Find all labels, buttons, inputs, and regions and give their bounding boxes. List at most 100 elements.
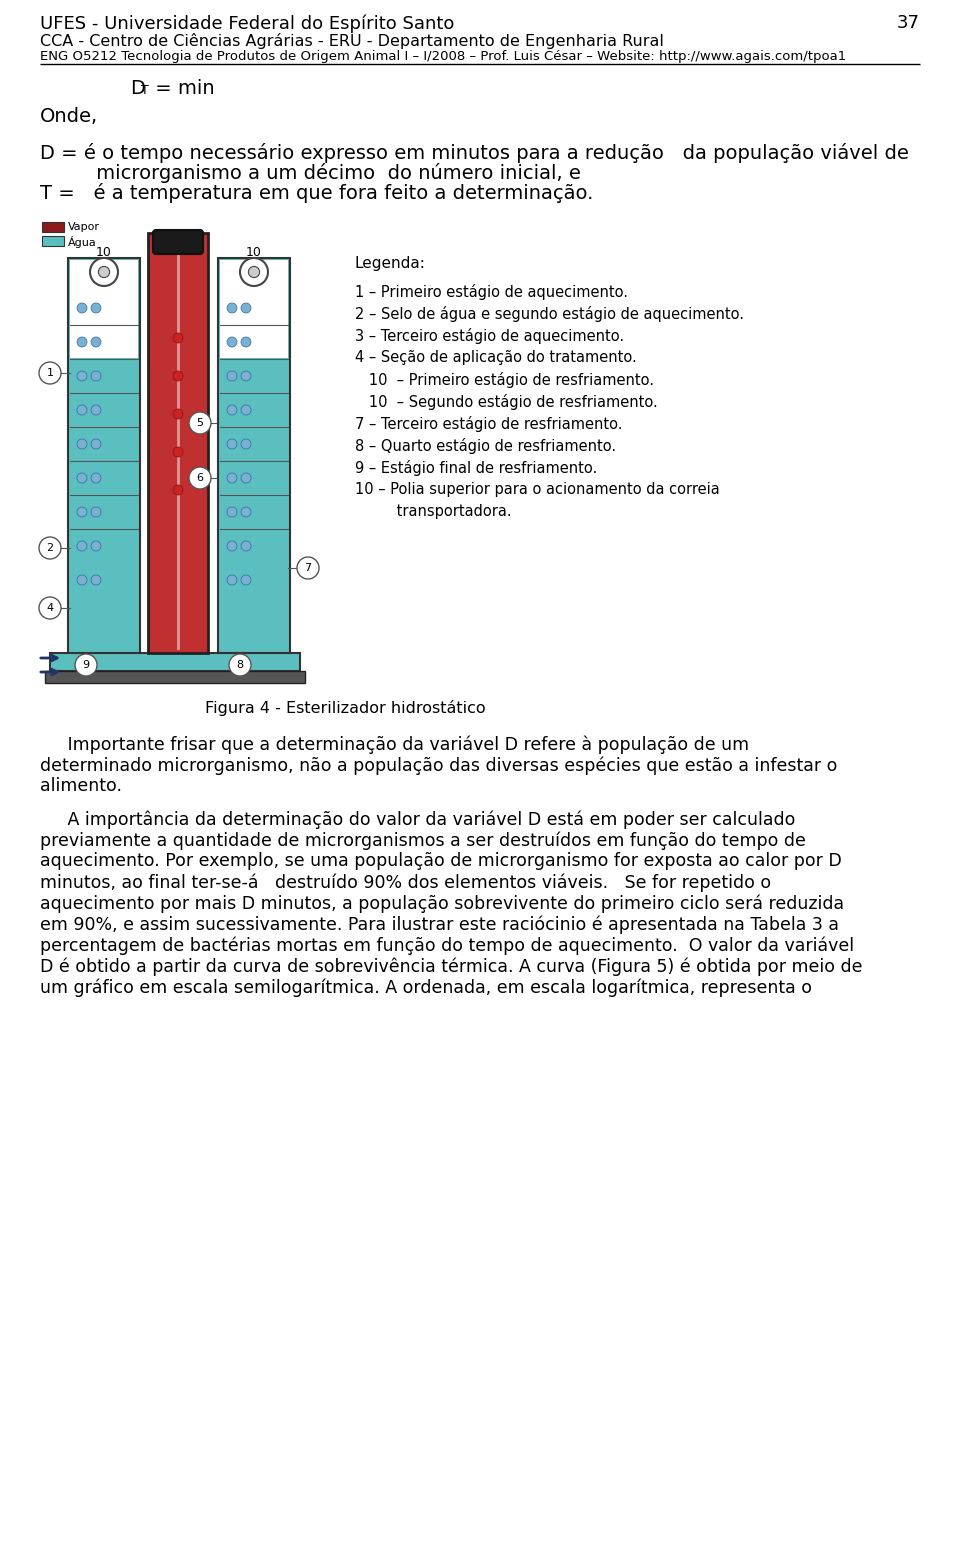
Circle shape [77,575,87,584]
Text: UFES - Universidade Federal do Espírito Santo: UFES - Universidade Federal do Espírito … [40,14,454,33]
Bar [68,259,140,653]
Text: 10: 10 [246,246,262,259]
Text: CCA - Centro de Ciências Agrárias - ERU - Departamento de Engenharia Rural: CCA - Centro de Ciências Agrárias - ERU … [40,33,664,48]
Bar [42,221,64,232]
Text: em 90%, e assim sucessivamente. Para ilustrar este raciócinio é apresentada na T: em 90%, e assim sucessivamente. Para ilu… [40,915,839,933]
Circle shape [77,337,87,347]
Text: D = é o tempo necessário expresso em minutos para a redução   da população viáve: D = é o tempo necessário expresso em min… [40,143,909,164]
Bar [50,653,300,671]
Bar [148,234,208,653]
Circle shape [227,506,237,517]
Text: 9 – Estágio final de resfriamento.: 9 – Estágio final de resfriamento. [355,460,597,477]
Bar [218,259,290,653]
Text: 1 – Primeiro estágio de aquecimento.: 1 – Primeiro estágio de aquecimento. [355,284,628,301]
Circle shape [77,506,87,517]
Text: transportadora.: transportadora. [355,503,512,519]
Text: Importante frisar que a determinação da variável D refere à população de um: Importante frisar que a determinação da … [40,735,749,754]
FancyBboxPatch shape [153,231,203,254]
Text: 10  – Primeiro estágio de resfriamento.: 10 – Primeiro estágio de resfriamento. [355,372,654,388]
Circle shape [75,654,97,676]
Circle shape [227,474,237,483]
Text: aquecimento. Por exemplo, se uma população de microrganismo for exposta ao calor: aquecimento. Por exemplo, se uma populaç… [40,852,842,869]
Circle shape [227,405,237,414]
Circle shape [173,333,183,343]
Circle shape [77,405,87,414]
Circle shape [227,302,237,313]
Text: 4 – Seção de aplicação do tratamento.: 4 – Seção de aplicação do tratamento. [355,351,636,365]
Text: Vapor: Vapor [68,221,100,232]
Circle shape [99,266,109,277]
Text: um gráfico em escala semilogarítmica. A ordenada, em escala logarítmica, represe: um gráfico em escala semilogarítmica. A … [40,978,812,997]
Text: = min: = min [149,79,215,98]
Circle shape [91,405,101,414]
Circle shape [77,474,87,483]
Bar [220,260,288,358]
Circle shape [91,575,101,584]
Text: minutos, ao final ter-se-á   destruído 90% dos elementos viáveis.   Se for repet: minutos, ao final ter-se-á destruído 90%… [40,872,771,891]
Circle shape [173,485,183,495]
Text: 8 – Quarto estágio de resfriamento.: 8 – Quarto estágio de resfriamento. [355,438,616,453]
Bar [45,671,305,682]
Text: 10 – Polia superior para o acionamento da correia: 10 – Polia superior para o acionamento d… [355,481,720,497]
Circle shape [77,439,87,449]
Circle shape [91,302,101,313]
Circle shape [91,506,101,517]
Circle shape [241,405,251,414]
Circle shape [39,361,61,383]
Text: 6: 6 [197,474,204,483]
Text: T =   é a temperatura em que fora feito a determinação.: T = é a temperatura em que fora feito a … [40,182,593,203]
Text: D é obtido a partir da curva de sobrevivência térmica. A curva (Figura 5) é obti: D é obtido a partir da curva de sobreviv… [40,957,862,975]
Text: 10  – Segundo estágio de resfriamento.: 10 – Segundo estágio de resfriamento. [355,394,658,410]
Circle shape [227,575,237,584]
Circle shape [90,259,118,287]
Text: A importância da determinação do valor da variável D está em poder ser calculado: A importância da determinação do valor d… [40,810,796,829]
Text: alimento.: alimento. [40,777,122,795]
Circle shape [227,439,237,449]
Text: 4: 4 [46,603,54,612]
Text: 10: 10 [96,246,112,259]
Circle shape [240,259,268,287]
Text: Figura 4 - Esterilizador hidrostático: Figura 4 - Esterilizador hidrostático [205,700,486,717]
Circle shape [249,266,259,277]
Text: 8: 8 [236,661,244,670]
Text: Onde,: Onde, [40,108,98,126]
Circle shape [91,337,101,347]
Bar [42,235,64,246]
Text: D: D [130,79,145,98]
Text: percentagem de bactérias mortas em função do tempo de aquecimento.  O valor da v: percentagem de bactérias mortas em funçã… [40,936,854,955]
Text: T: T [141,84,149,97]
Circle shape [241,302,251,313]
Circle shape [227,371,237,382]
Text: 37: 37 [897,14,920,33]
Circle shape [241,575,251,584]
Text: 9: 9 [83,661,89,670]
Text: 10: 10 [170,246,186,259]
Circle shape [241,506,251,517]
Bar [70,260,138,358]
Text: ENG O5212 Tecnologia de Produtos de Origem Animal I – I/2008 – Prof. Luis César : ENG O5212 Tecnologia de Produtos de Orig… [40,50,847,62]
Circle shape [241,371,251,382]
Text: 5: 5 [197,418,204,428]
Text: 7: 7 [304,562,312,573]
Circle shape [173,410,183,419]
Circle shape [77,541,87,552]
Circle shape [91,439,101,449]
Circle shape [91,371,101,382]
Text: 2: 2 [46,544,54,553]
Circle shape [173,371,183,382]
Circle shape [229,654,251,676]
Circle shape [297,558,319,580]
Circle shape [189,467,211,489]
Circle shape [77,371,87,382]
Circle shape [173,447,183,456]
Text: Legenda:: Legenda: [355,256,426,271]
Circle shape [227,541,237,552]
Circle shape [39,597,61,619]
Circle shape [241,474,251,483]
Circle shape [91,541,101,552]
Text: determinado microrganismo, não a população das diversas espécies que estão a inf: determinado microrganismo, não a populaç… [40,756,837,774]
Circle shape [189,411,211,435]
Text: 3 – Terceiro estágio de aquecimento.: 3 – Terceiro estágio de aquecimento. [355,329,624,344]
Text: 1: 1 [46,368,54,379]
Text: Água: Água [68,235,97,248]
